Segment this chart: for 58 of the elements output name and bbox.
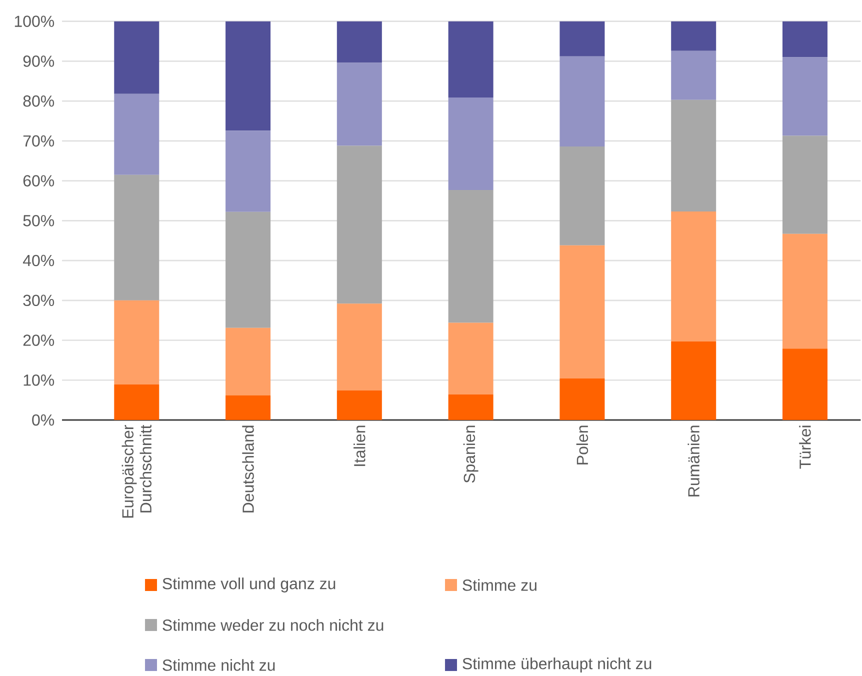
- x-tick-label: Europäischer Durchschnitt: [122, 424, 152, 518]
- bar: [336, 21, 382, 63]
- bar: [560, 245, 605, 379]
- bar: [560, 56, 605, 147]
- y-tick-label: 0%: [32, 414, 54, 426]
- y-tick-label: 40%: [22, 254, 54, 266]
- bar: [226, 130, 271, 212]
- bar: [448, 97, 494, 190]
- y-tick-label: 60%: [23, 175, 54, 186]
- bar: [671, 50, 716, 100]
- bar: [226, 21, 271, 131]
- bar: [336, 62, 382, 146]
- bar: [782, 234, 828, 349]
- y-tick-label: 50%: [23, 215, 54, 226]
- y-tick-label: 70%: [23, 135, 54, 147]
- x-tick-label: Rumänien: [688, 426, 700, 496]
- bar: [782, 21, 828, 58]
- bar: [336, 146, 382, 304]
- bar: [114, 300, 160, 385]
- bar: [114, 384, 160, 420]
- legend-label: Stimme nicht zu: [162, 659, 275, 671]
- bar: [448, 322, 494, 394]
- bar: [448, 394, 494, 420]
- bar: [782, 136, 828, 234]
- y-tick-label: 10%: [24, 374, 54, 386]
- bar: [114, 174, 160, 300]
- bar: [226, 212, 271, 328]
- bar: [448, 21, 494, 98]
- y-tick-label: 20%: [23, 334, 54, 346]
- bar: [671, 21, 716, 51]
- x-tick-label: Türkei: [799, 426, 811, 469]
- bar: [114, 94, 160, 175]
- bar: [782, 57, 828, 136]
- y-tick-label: 30%: [23, 294, 54, 306]
- legend-label: Stimme überhaupt nicht zu: [462, 658, 652, 672]
- bar: [671, 100, 716, 212]
- legend-label: Stimme zu: [462, 579, 536, 591]
- legend-label: Stimme weder zu noch nicht zu: [162, 619, 384, 631]
- bar: [114, 21, 160, 94]
- legend-label: Stimme voll und ganz zu: [162, 578, 336, 592]
- y-tick-label: 80%: [23, 95, 54, 107]
- x-tick-label: Deutschland: [242, 426, 254, 512]
- bar: [671, 341, 716, 420]
- bar: [671, 211, 716, 342]
- x-tick-label: Spanien: [463, 426, 478, 483]
- bar: [336, 390, 382, 420]
- y-tick-label: 90%: [23, 56, 54, 67]
- x-tick-label: Italien: [354, 426, 366, 466]
- bar: [448, 190, 494, 323]
- x-tick-label: Polen: [576, 426, 588, 464]
- bar: [560, 146, 605, 246]
- bar: [782, 348, 828, 420]
- bar: [560, 21, 605, 56]
- bar: [336, 304, 382, 390]
- y-tick-label: 100%: [14, 16, 54, 27]
- bar: [560, 378, 605, 420]
- bar: [226, 328, 271, 396]
- bar: [226, 395, 271, 420]
